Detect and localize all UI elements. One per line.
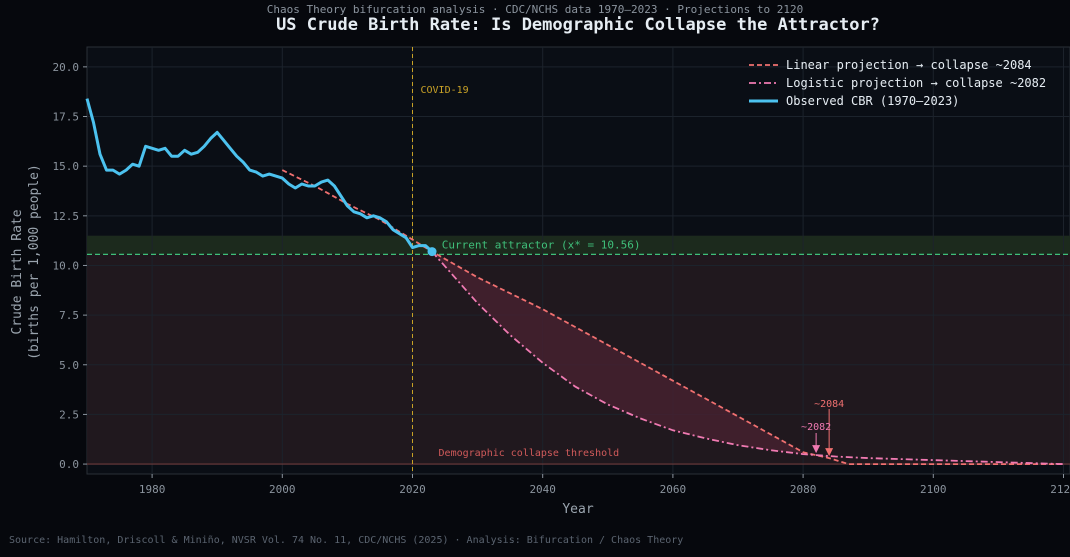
x-axis-label: Year [562,502,593,517]
y-tick-label: 7.5 [59,309,79,322]
x-tick-label: 2060 [660,483,687,496]
x-tick-label: 1980 [139,483,166,496]
legend: Linear projection → collapse ~2084 Logis… [749,58,1046,108]
y-tick-label: 0.0 [59,458,79,471]
x-tick-label: 2120 [1050,483,1070,496]
y-tick-label: 15.0 [53,160,80,173]
covid-label: COVID-19 [420,85,468,96]
x-tick-label: 2080 [790,483,817,496]
y-tick-label: 20.0 [53,61,80,74]
series-line-logistic [431,251,1064,465]
legend-label-logistic: Logistic projection → collapse ~2082 [786,76,1046,90]
series-line-observed [85,98,434,253]
legend-label-observed: Observed CBR (1970–2023) [786,94,959,108]
y-tick-label: 2.5 [59,408,79,421]
legend-label-linear: Linear projection → collapse ~2084 [786,58,1032,72]
attractor-band [87,235,1070,255]
chart-title: US Crude Birth Rate: Is Demographic Coll… [276,15,880,35]
y-tick-label: 10.0 [53,259,80,272]
x-tick-label: 2040 [529,483,556,496]
y-tick-label: 12.5 [53,210,80,223]
source-note: Source: Hamilton, Driscoll & Miniño, NVS… [9,535,683,546]
collapse-linear-label: ~2084 [814,399,844,410]
attractor-label: Current attractor (x* = 10.56) [442,238,641,251]
y-axis-label: Crude Birth Rate [10,209,25,334]
current-point-marker [427,247,437,257]
x-tick-label: 2000 [269,483,296,496]
x-tick-label: 2020 [399,483,426,496]
y-tick-label: 5.0 [59,359,79,372]
x-tick-label: 2100 [920,483,947,496]
chart-subtitle: Chaos Theory bifurcation analysis · CDC/… [267,3,803,16]
y-tick-label: 17.5 [53,111,80,124]
y-axis-label-units: (births per 1,000 people) [27,164,42,360]
threshold-label: Demographic collapse threshold [439,448,620,459]
collapse-logistic-label: ~2082 [801,422,831,433]
